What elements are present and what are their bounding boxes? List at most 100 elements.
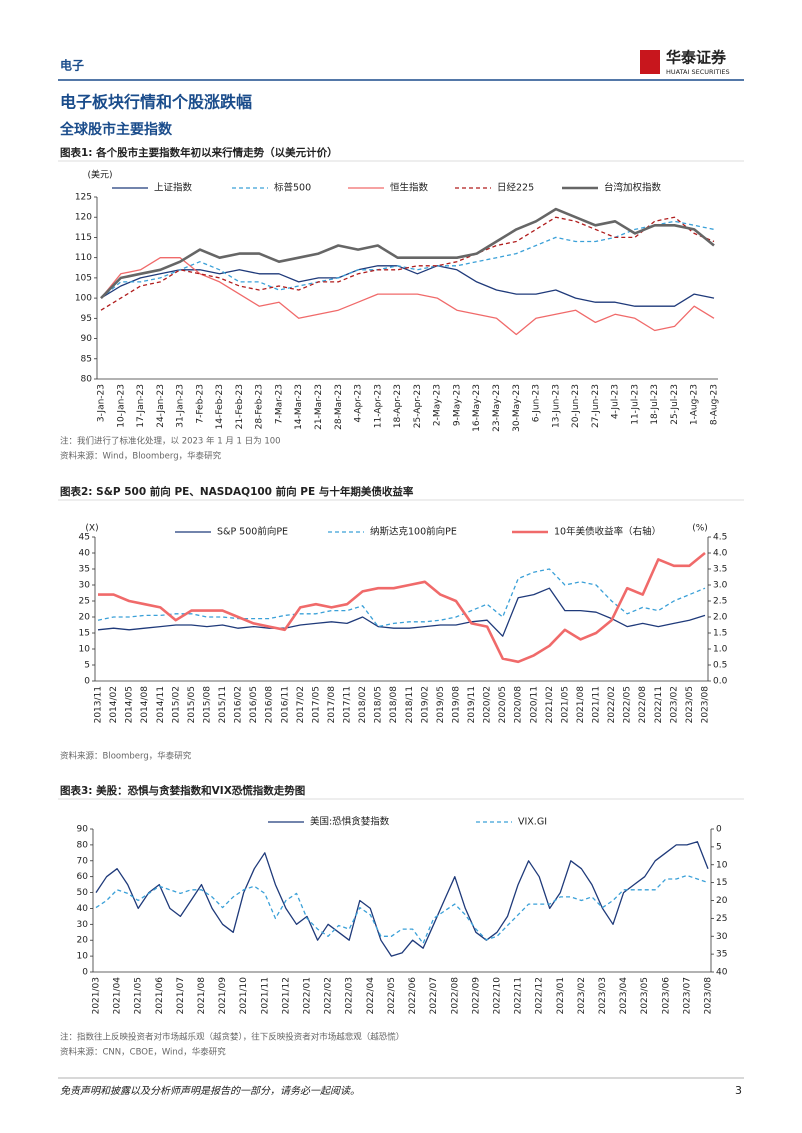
x-tick-label: 2016/05	[249, 686, 259, 723]
x-tick-label: 2021/09	[218, 977, 228, 1015]
x-tick-label: 2015/05	[187, 686, 197, 723]
x-tick-label: 2018/02	[358, 686, 368, 723]
x-tick-label: 2015/02	[171, 686, 181, 723]
section-label: 电子	[60, 58, 84, 73]
y2-tick-label: 4.0	[713, 549, 728, 559]
y2-tick-label: 10	[716, 860, 728, 870]
x-tick-label: 2013/11	[94, 686, 104, 723]
series-line	[100, 220, 715, 299]
x-tick-label: 2021/12	[281, 977, 291, 1014]
y-tick-label: 5	[84, 661, 90, 671]
page-number: 3	[735, 1084, 742, 1097]
y-tick-label: 90	[77, 825, 89, 835]
x-tick-label: 2021/06	[155, 977, 165, 1015]
y2-tick-label: 25	[716, 914, 727, 924]
disclaimer: 免责声明和披露以及分析师声明是报告的一部分，请务必一起阅读。	[60, 1085, 360, 1097]
y-tick-label: 105	[75, 273, 92, 283]
x-tick-label: 4-Apr-23	[354, 384, 364, 422]
legend-label: 纳斯达克100前向PE	[370, 526, 457, 538]
y-tick-label: 30	[77, 920, 89, 930]
y-tick-label: 15	[79, 629, 90, 639]
x-tick-label: 2021/08	[576, 686, 586, 724]
heading-1: 电子板块行情和个股涨跌幅	[60, 93, 252, 112]
y-tick-label: 0	[82, 968, 88, 978]
y-tick-label: 40	[77, 904, 89, 914]
x-tick-label: 2016/11	[280, 686, 290, 723]
x-tick-label: 2019/08	[451, 686, 461, 724]
x-tick-label: 2023/03	[598, 977, 608, 1014]
series-line	[97, 568, 706, 628]
x-tick-label: 18-Apr-23	[393, 384, 403, 428]
y-tick-label: 80	[77, 840, 89, 850]
x-tick-label: 2022/02	[607, 686, 617, 723]
y-tick-label: 0	[84, 677, 90, 687]
x-tick-label: 7-Mar-23	[274, 384, 284, 424]
x-tick-label: 2018/11	[405, 686, 415, 723]
y2-tick-label: 40	[716, 968, 728, 978]
x-tick-label: 2022/05	[623, 686, 633, 723]
legend-label: 台湾加权指数	[604, 182, 662, 194]
chart-note: 资料来源：Wind，Bloomberg，华泰研究	[60, 451, 222, 462]
y-axis-label: (X)	[85, 524, 98, 534]
x-tick-label: 9-May-23	[452, 384, 462, 426]
x-tick-label: 2020/08	[514, 686, 524, 724]
x-tick-label: 17-Jan-23	[136, 384, 146, 428]
y-tick-label: 125	[75, 193, 92, 203]
legend-label: 标普500	[274, 182, 311, 194]
series-line	[95, 841, 709, 957]
x-tick-label: 2023/02	[577, 977, 587, 1014]
legend-label: 上证指数	[154, 182, 193, 194]
x-tick-label: 2020/05	[498, 686, 508, 723]
y-tick-label: 110	[75, 253, 92, 263]
x-tick-label: 2022/03	[345, 977, 355, 1014]
x-tick-label: 14-Mar-23	[294, 384, 304, 430]
y-tick-label: 80	[81, 375, 93, 385]
x-tick-label: 2019/05	[436, 686, 446, 723]
x-tick-label: 2023/02	[669, 686, 679, 723]
y2-tick-label: 30	[716, 932, 728, 942]
x-tick-label: 2021/08	[197, 977, 207, 1015]
x-tick-label: 2014/11	[156, 686, 166, 723]
series-line	[100, 207, 715, 300]
y-tick-label: 40	[79, 549, 91, 559]
x-tick-label: 2022/08	[450, 977, 460, 1015]
x-tick-label: 2022/04	[366, 977, 376, 1015]
x-tick-label: 2022/01	[303, 977, 313, 1014]
x-tick-label: 31-Jan-23	[176, 384, 186, 428]
x-tick-label: 25-Apr-23	[413, 384, 423, 428]
chart-note: 注：指数往上反映投资者对市场越乐观（越贪婪），往下反映投资者对市场越悲观（越恐慌…	[60, 1032, 404, 1043]
logo-icon	[640, 50, 660, 74]
y2-tick-label: 1.0	[713, 645, 728, 655]
y-tick-label: 95	[81, 314, 92, 324]
legend-label: VIX.GI	[518, 817, 547, 828]
chart-title: 图表2: S&P 500 前向 PE、NASDAQ100 前向 PE 与十年期美…	[60, 485, 414, 498]
x-tick-label: 2022/06	[408, 977, 418, 1015]
y-tick-label: 100	[75, 294, 92, 304]
x-tick-label: 2016/08	[265, 686, 275, 724]
x-tick-label: 10-Jan-23	[116, 384, 126, 428]
x-tick-label: 2019/11	[467, 686, 477, 723]
y2-tick-label: 0.5	[713, 661, 727, 671]
x-tick-label: 2-May-23	[433, 384, 443, 426]
heading-2: 全球股市主要指数	[59, 121, 173, 138]
legend-label: 日经225	[497, 182, 534, 194]
x-tick-label: 2018/08	[389, 686, 399, 724]
x-tick-label: 2023/07	[682, 977, 692, 1014]
x-tick-label: 3-Jan-23	[97, 384, 107, 422]
series-line	[97, 587, 706, 637]
x-tick-label: 2021/05	[560, 686, 570, 723]
x-tick-label: 8-Aug-23	[710, 384, 720, 425]
x-tick-label: 4-Jul-23	[611, 384, 621, 419]
x-tick-label: 2023/06	[661, 977, 671, 1015]
x-tick-label: 28-Feb-23	[255, 384, 265, 429]
y2-tick-label: 15	[716, 878, 727, 888]
series-line	[100, 216, 715, 311]
x-tick-label: 6-Jun-23	[532, 384, 542, 422]
logo-cn: 华泰证券	[666, 49, 727, 67]
x-tick-label: 2020/11	[529, 686, 539, 723]
legend-label: 10年美债收益率（右轴）	[554, 526, 661, 538]
y2-tick-label: 35	[716, 950, 727, 960]
y-tick-label: 50	[77, 888, 89, 898]
x-tick-label: 2022/11	[654, 686, 664, 723]
series-line	[98, 551, 706, 664]
